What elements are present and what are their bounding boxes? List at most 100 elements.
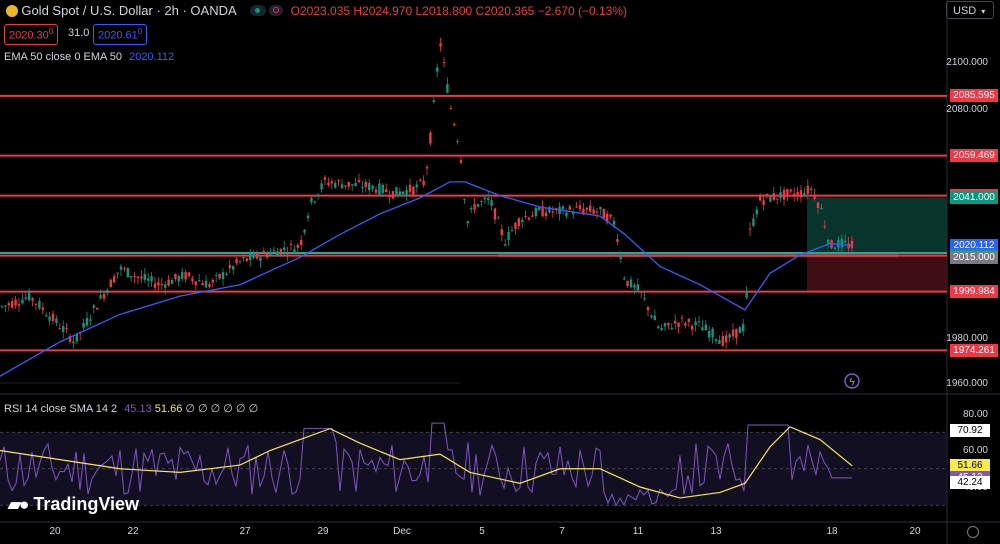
candle-body bbox=[782, 189, 786, 200]
candle-body bbox=[585, 207, 588, 210]
candle-body bbox=[245, 258, 248, 262]
candle-body bbox=[368, 182, 371, 191]
candle-body bbox=[544, 212, 548, 216]
price-label: 2041.000 bbox=[950, 191, 998, 205]
settings-gear-icon[interactable] bbox=[967, 526, 979, 538]
candle-body bbox=[504, 244, 507, 246]
candle-body bbox=[167, 279, 170, 286]
lightning-glyph: ϟ bbox=[849, 377, 855, 388]
candle-body bbox=[225, 273, 228, 275]
candle-body bbox=[684, 322, 687, 326]
candle-body bbox=[820, 207, 823, 210]
candle-body bbox=[147, 278, 150, 281]
candle-body bbox=[177, 276, 180, 282]
candle-body bbox=[262, 251, 265, 254]
lightning-icon[interactable] bbox=[844, 373, 860, 389]
candle-body bbox=[517, 218, 520, 226]
candle-body bbox=[374, 189, 378, 193]
candle-body bbox=[487, 197, 490, 200]
rsi-value-label: 42.24 bbox=[950, 476, 990, 490]
candle-body bbox=[259, 257, 262, 261]
candle-body bbox=[789, 189, 792, 192]
candle-body bbox=[106, 289, 109, 294]
candle-body bbox=[823, 226, 826, 228]
candle-body bbox=[850, 240, 854, 248]
flag-icon[interactable] bbox=[269, 5, 284, 16]
rsi-line[interactable] bbox=[0, 422, 852, 507]
candle-body bbox=[779, 192, 782, 199]
candle-body bbox=[623, 278, 626, 280]
candle-body bbox=[255, 252, 259, 259]
candle-body bbox=[738, 327, 741, 333]
symbol-title[interactable]: Gold Spot / U.S. Dollar · 2h · OANDA bbox=[21, 3, 237, 18]
date-tick: 5 bbox=[479, 526, 485, 537]
candle-body bbox=[337, 180, 340, 182]
candle-body bbox=[446, 84, 449, 93]
sell-price-superscript: 0 bbox=[48, 27, 54, 36]
candle-body bbox=[538, 207, 541, 211]
tradingview-logo-text: TradingView bbox=[33, 494, 140, 514]
candle-body bbox=[344, 185, 347, 187]
candle-body bbox=[844, 240, 847, 243]
candle-body bbox=[735, 328, 738, 339]
candle-body bbox=[398, 191, 401, 196]
candle-body bbox=[323, 177, 327, 180]
ohlc-high: H2024.970 bbox=[353, 4, 413, 18]
candle-body bbox=[340, 184, 344, 189]
tradingview-logo[interactable]: ▰● TradingView bbox=[8, 494, 139, 515]
candle-body bbox=[687, 318, 690, 323]
candle-body bbox=[310, 197, 313, 203]
candle-body bbox=[796, 192, 799, 197]
symbol-header[interactable]: Gold Spot / U.S. Dollar · 2h · OANDA O20… bbox=[6, 3, 627, 18]
candle-body bbox=[276, 251, 279, 257]
candle-body bbox=[425, 166, 429, 169]
ema-legend[interactable]: EMA 50 close 0 EMA 50 2020.112 bbox=[4, 51, 174, 63]
candle-body bbox=[806, 185, 809, 194]
candle-body bbox=[548, 206, 551, 213]
candle-body bbox=[116, 272, 119, 274]
candle-body bbox=[459, 160, 463, 163]
rsi-sma-line[interactable] bbox=[0, 426, 853, 499]
ema-legend-value: 2020.112 bbox=[129, 51, 175, 63]
chevron-down-icon: ▾ bbox=[981, 7, 986, 16]
candle-body bbox=[119, 266, 123, 270]
candle-body bbox=[629, 279, 633, 288]
candle-body bbox=[837, 239, 840, 248]
candle-body bbox=[361, 187, 364, 189]
market-status-icon[interactable] bbox=[249, 5, 266, 16]
candle-body bbox=[500, 229, 503, 236]
rsi-tick: 80.00 bbox=[962, 409, 988, 420]
candle-body bbox=[708, 330, 711, 338]
candle-body bbox=[561, 206, 565, 210]
candle-body bbox=[636, 284, 639, 291]
candle-body bbox=[442, 61, 446, 63]
price-label: 2015.000 bbox=[950, 250, 998, 264]
candle-body bbox=[436, 67, 439, 72]
candle-body bbox=[748, 228, 752, 230]
candle-body bbox=[663, 323, 667, 327]
candle-body bbox=[385, 189, 388, 193]
candle-body bbox=[391, 190, 395, 199]
sell-button[interactable]: 2020.300 bbox=[4, 24, 59, 45]
candle-body bbox=[827, 239, 830, 244]
price-tick: 2100.000 bbox=[946, 57, 988, 68]
candle-body bbox=[595, 211, 599, 213]
loss-zone[interactable] bbox=[807, 252, 947, 292]
currency-selector[interactable]: USD ▾ bbox=[946, 1, 994, 19]
rsi-legend[interactable]: RSI 14 close SMA 14 2 45.13 51.66 ∅ ∅ ∅ … bbox=[4, 402, 258, 415]
ema-50-line[interactable] bbox=[0, 181, 853, 377]
buy-button[interactable]: 2020.610 bbox=[93, 24, 148, 45]
candle-body bbox=[211, 279, 214, 283]
candle-body bbox=[381, 184, 384, 193]
candle-body bbox=[68, 335, 72, 342]
price-label: 2085.595 bbox=[950, 89, 998, 103]
candle-body bbox=[293, 249, 296, 253]
candle-body bbox=[643, 297, 646, 299]
candle-body bbox=[565, 212, 568, 217]
candle-body bbox=[11, 301, 14, 308]
candle-body bbox=[534, 207, 537, 217]
date-tick: 13 bbox=[710, 526, 722, 537]
candle-body bbox=[164, 284, 167, 288]
candle-body bbox=[143, 274, 146, 280]
